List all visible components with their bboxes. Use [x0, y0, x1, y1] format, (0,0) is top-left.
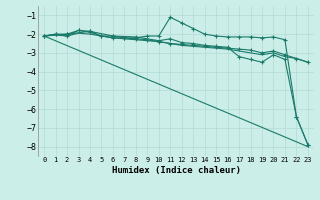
X-axis label: Humidex (Indice chaleur): Humidex (Indice chaleur)	[111, 166, 241, 175]
